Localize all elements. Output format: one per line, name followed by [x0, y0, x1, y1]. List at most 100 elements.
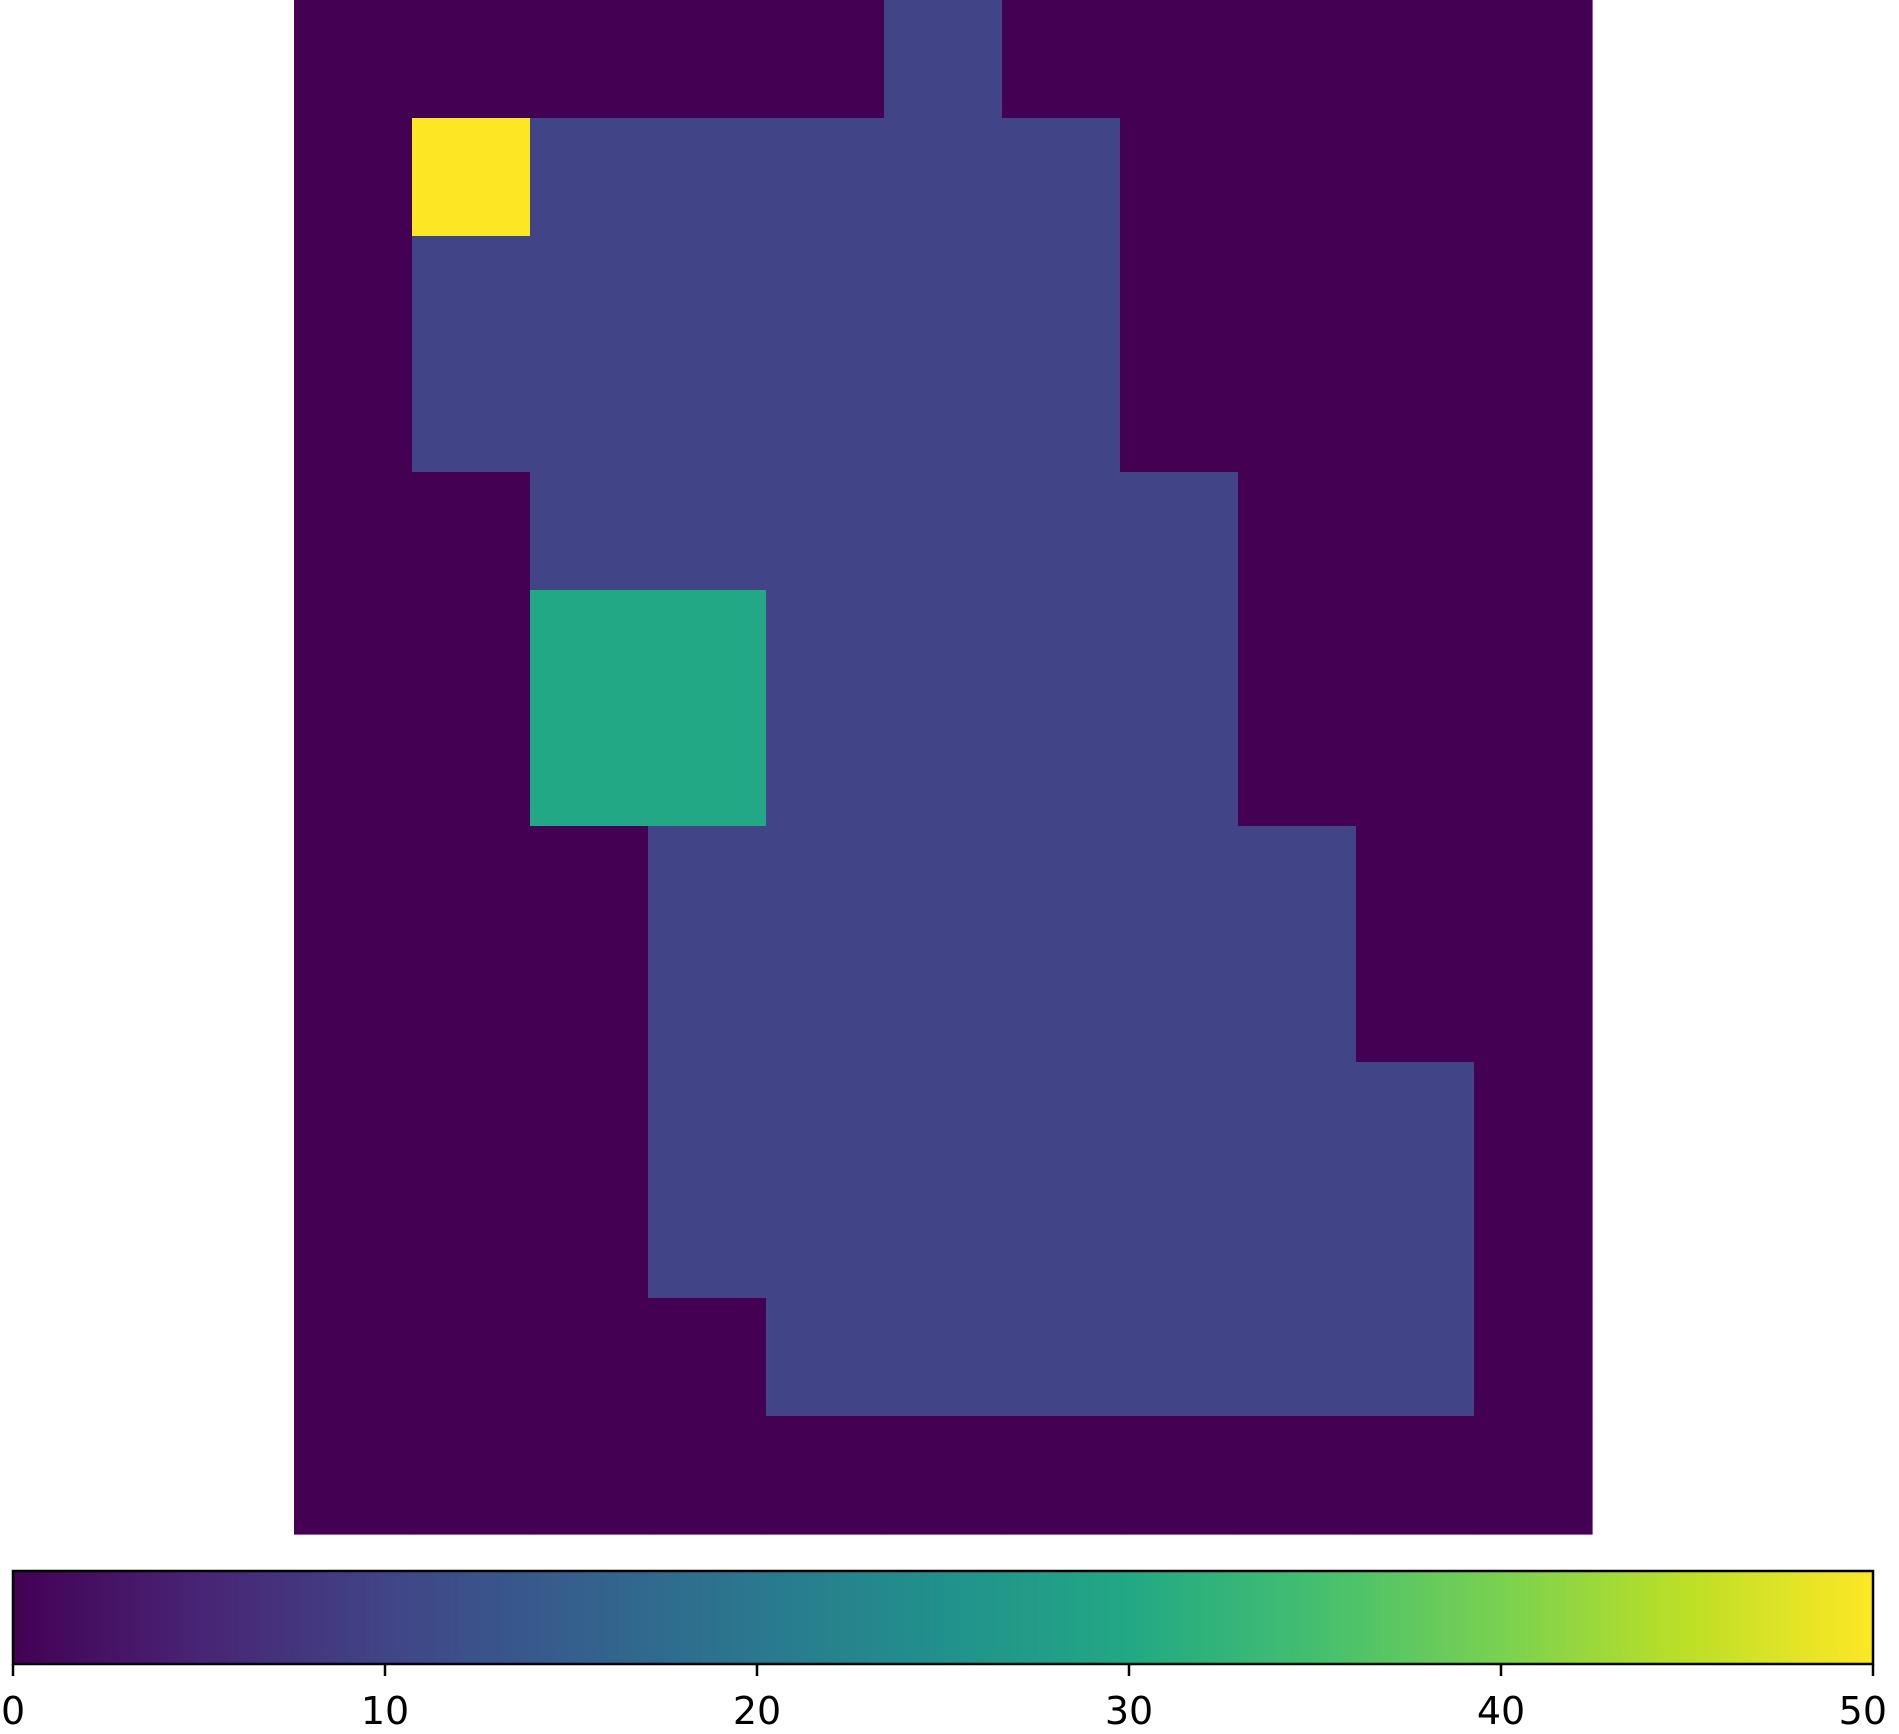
heatmap-cell — [1238, 826, 1357, 945]
heatmap-cell — [766, 472, 885, 591]
heatmap-cell — [530, 1416, 649, 1535]
heatmap-cell — [766, 0, 885, 119]
heatmap-cell — [648, 1180, 767, 1299]
heatmap-cell — [294, 1062, 413, 1181]
heatmap-cell — [294, 1180, 413, 1299]
colorbar-tick-label: 50 — [1839, 1689, 1887, 1733]
heatmap-cell — [648, 236, 767, 355]
heatmap-cell — [1002, 826, 1121, 945]
heatmap-cell — [530, 826, 649, 945]
heatmap-cell — [1238, 1298, 1357, 1417]
heatmap-cell — [294, 354, 413, 473]
heatmap-cell — [294, 590, 413, 709]
heatmap-cell — [1120, 118, 1239, 237]
heatmap-cell — [412, 0, 531, 119]
heatmap-cell — [530, 708, 649, 827]
heatmap-cell — [1356, 708, 1475, 827]
heatmap-cell — [1120, 1416, 1239, 1535]
heatmap-cell — [766, 590, 885, 709]
heatmap-cell — [766, 944, 885, 1063]
heatmap-cell — [294, 472, 413, 591]
heatmap-cell — [1120, 354, 1239, 473]
heatmap-cell — [1238, 354, 1357, 473]
heatmap-cell — [1002, 708, 1121, 827]
heatmap-cell — [530, 590, 649, 709]
heatmap-cell — [1002, 1298, 1121, 1417]
heatmap-cell — [412, 1416, 531, 1535]
heatmap-cell — [1356, 1298, 1475, 1417]
heatmap-cell — [1238, 118, 1357, 237]
heatmap-cell — [294, 708, 413, 827]
heatmap-cell — [412, 944, 531, 1063]
heatmap-cell — [1356, 1416, 1475, 1535]
heatmap-cell — [1002, 354, 1121, 473]
heatmap-cell — [294, 944, 413, 1063]
heatmap-cell — [412, 118, 531, 237]
heatmap-cell — [1474, 354, 1593, 473]
heatmap-cell — [412, 236, 531, 355]
heatmap-cell — [1238, 944, 1357, 1063]
heatmap-cell — [294, 236, 413, 355]
heatmap-cell — [1474, 1180, 1593, 1299]
heatmap-cell — [1238, 472, 1357, 591]
heatmap-cell — [884, 708, 1003, 827]
heatmap-cell — [884, 590, 1003, 709]
heatmap-cell — [766, 236, 885, 355]
heatmap-cell — [884, 1416, 1003, 1535]
heatmap-cell — [1120, 826, 1239, 945]
heatmap-cell — [530, 1298, 649, 1417]
heatmap-cell — [530, 1062, 649, 1181]
heatmap-cell — [294, 826, 413, 945]
heatmap-cell — [530, 1180, 649, 1299]
heatmap-cell — [1356, 1062, 1475, 1181]
heatmap-cell — [648, 708, 767, 827]
heatmap-cell — [1474, 944, 1593, 1063]
heatmap-cell — [412, 472, 531, 591]
heatmap-cell — [648, 1062, 767, 1181]
heatmap-cell — [1356, 590, 1475, 709]
heatmap-cell — [884, 118, 1003, 237]
heatmap-cell — [1120, 236, 1239, 355]
heatmap-cell — [530, 118, 649, 237]
heatmap-cell — [1474, 472, 1593, 591]
colorbar-tick-label: 40 — [1477, 1689, 1525, 1733]
heatmap-cell — [1474, 1298, 1593, 1417]
heatmap-cell — [884, 944, 1003, 1063]
heatmap-cell — [766, 1416, 885, 1535]
heatmap-cell — [766, 1062, 885, 1181]
heatmap-cell — [294, 1298, 413, 1417]
heatmap-cell — [1120, 0, 1239, 119]
heatmap-cell — [530, 354, 649, 473]
heatmap-cell — [1002, 1416, 1121, 1535]
heatmap-cell — [1356, 0, 1475, 119]
heatmap-cell — [648, 1416, 767, 1535]
heatmap-cell — [648, 1298, 767, 1417]
heatmap-cell — [648, 0, 767, 119]
heatmap-cell — [1356, 944, 1475, 1063]
heatmap-cell — [412, 590, 531, 709]
heatmap-cell — [1120, 472, 1239, 591]
heatmap-cell — [884, 1298, 1003, 1417]
heatmap-cell — [1474, 0, 1593, 119]
heatmap-cell — [1474, 1416, 1593, 1535]
heatmap-cell — [648, 944, 767, 1063]
heatmap-cell — [648, 354, 767, 473]
colorbar-tick-label: 10 — [361, 1689, 409, 1733]
heatmap-cell — [884, 826, 1003, 945]
heatmap-cell — [1474, 118, 1593, 237]
heatmap-cell — [530, 944, 649, 1063]
heatmap-cell — [766, 1298, 885, 1417]
heatmap-cell — [1238, 0, 1357, 119]
heatmap-cell — [412, 1180, 531, 1299]
heatmap-cell — [294, 118, 413, 237]
heatmap-cell — [766, 708, 885, 827]
heatmap-cell — [530, 0, 649, 119]
heatmap-grid — [294, 0, 1593, 1535]
heatmap-cell — [1238, 708, 1357, 827]
heatmap-cell — [1356, 1180, 1475, 1299]
heatmap-cell — [884, 1180, 1003, 1299]
heatmap-cell — [1356, 826, 1475, 945]
heatmap-cell — [1474, 1062, 1593, 1181]
heatmap-cell — [1120, 708, 1239, 827]
